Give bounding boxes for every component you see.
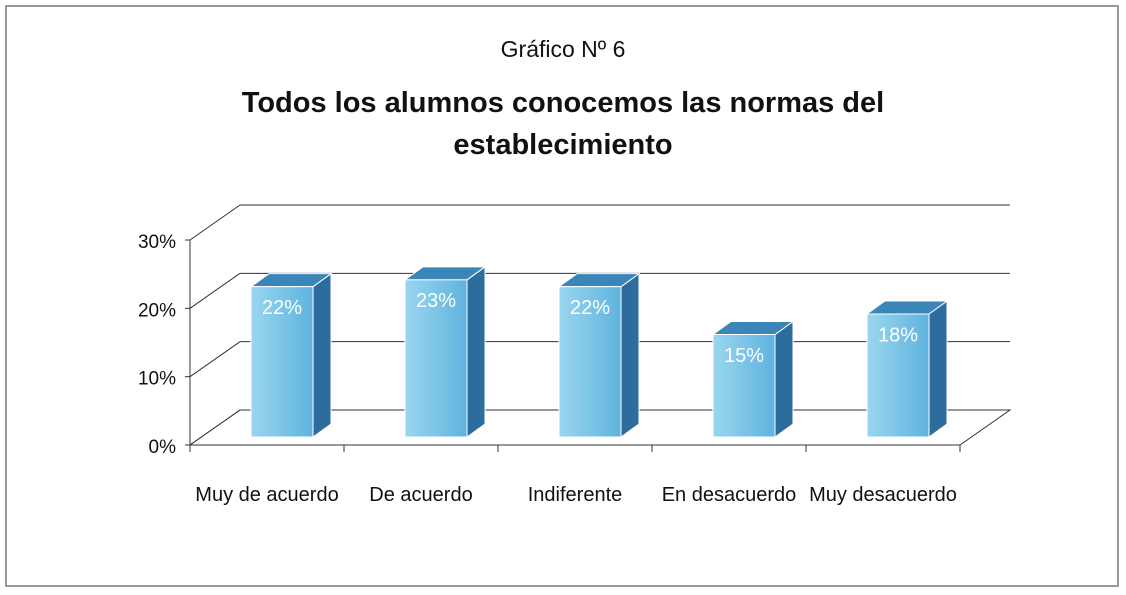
subtitle: Gráfico Nº 6 xyxy=(500,36,626,62)
value-label: 18% xyxy=(878,324,918,346)
bar-front xyxy=(250,286,314,438)
grid-line xyxy=(189,341,241,378)
y-tick-label: 30% xyxy=(138,232,176,253)
x-tick-label: Muy desacuerdo xyxy=(809,484,957,506)
bar-side xyxy=(312,272,332,438)
x-tick-label: De acuerdo xyxy=(369,484,473,506)
bar-side xyxy=(466,265,486,438)
bar xyxy=(249,272,333,438)
value-label: 22% xyxy=(570,297,610,319)
bar-side xyxy=(620,272,640,438)
y-tick-label: 20% xyxy=(138,300,176,321)
grid-line xyxy=(189,272,241,309)
bar-side xyxy=(928,300,948,438)
grid-line xyxy=(189,204,241,241)
grid-line xyxy=(189,409,241,446)
bar-front xyxy=(404,279,468,438)
y-tick-label: 10% xyxy=(138,369,176,390)
bar-front xyxy=(866,313,930,438)
chart-title: Todos los alumnos conocemos las normas d… xyxy=(241,87,885,161)
x-tick-label: Muy de acuerdo xyxy=(195,484,339,506)
frame xyxy=(5,5,1119,587)
bar xyxy=(557,272,641,438)
value-label: 15% xyxy=(724,345,764,367)
bar xyxy=(711,320,795,438)
y-tick-label: 0% xyxy=(149,437,177,458)
bar xyxy=(403,265,487,438)
value-label: 23% xyxy=(416,290,456,312)
bar-side xyxy=(774,320,794,438)
x-tick-label: Indiferente xyxy=(527,484,623,506)
bar xyxy=(865,300,949,438)
bar-front xyxy=(558,286,622,438)
bar-front xyxy=(712,334,776,438)
value-label: 22% xyxy=(262,297,302,319)
x-tick-label: En desacuerdo xyxy=(661,484,797,506)
